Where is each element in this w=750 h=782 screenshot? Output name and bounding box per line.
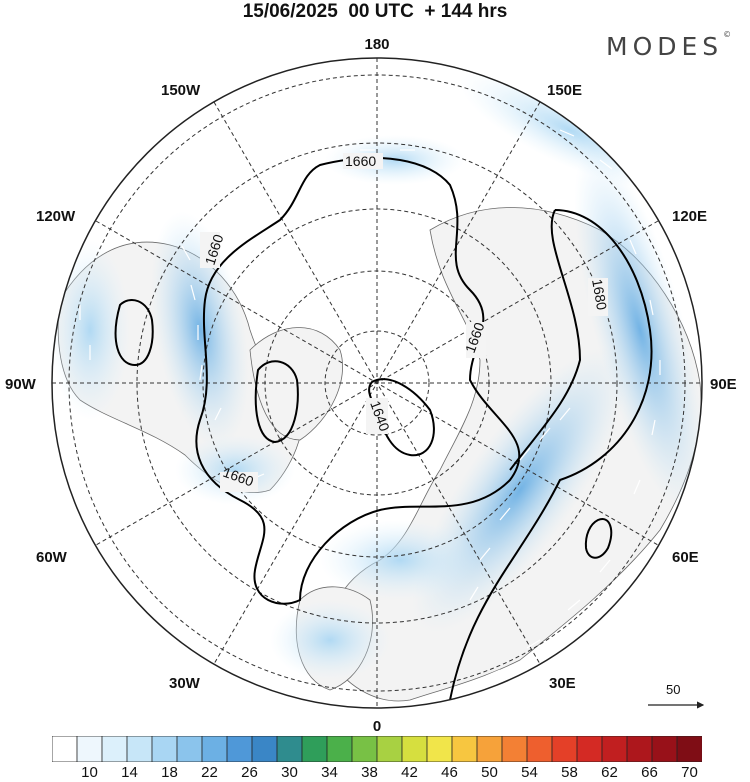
colorbar-swatch [676, 736, 702, 762]
lon-label-60e: 60E [672, 549, 699, 566]
colorbar-swatch [101, 736, 128, 762]
colorbar-swatch [426, 736, 453, 762]
colorbar-tick-label: 62 [601, 764, 618, 781]
map-border [51, 57, 703, 709]
lon-label-120w: 120W [36, 208, 76, 225]
colorbar-tick-label: 70 [681, 764, 698, 781]
colorbar-swatch [151, 736, 178, 762]
wind-speed-shading [52, 70, 702, 680]
lon-label-120e: 120E [672, 208, 707, 225]
lon-label-150w: 150W [161, 82, 201, 99]
colorbar-swatch [301, 736, 328, 762]
lon-label-0: 0 [373, 718, 381, 735]
colorbar-swatch [201, 736, 228, 762]
lon-label-180: 180 [364, 36, 389, 53]
colorbar-tick-label: 18 [161, 764, 178, 781]
brand-mark: © [723, 30, 732, 39]
lon-label-90w: 90W [5, 376, 37, 393]
lon-label-60w: 60W [36, 549, 68, 566]
colorbar-swatch [351, 736, 378, 762]
lon-label-30w: 30W [169, 675, 201, 692]
colorbar-tick-label: 38 [361, 764, 378, 781]
colorbar-swatch [376, 736, 403, 762]
brand-logo: MODES© [606, 30, 732, 61]
chart-title: 15/06/2025 00 UTC + 144 hrs [242, 1, 508, 22]
contour-label: 1680 [589, 278, 610, 312]
colorbar-swatch [551, 736, 578, 762]
colorbar-swatch [276, 736, 303, 762]
contour-label-group: 1660 1660 1660 1660 1640 1680 [200, 153, 610, 492]
lon-label-30e: 30E [549, 675, 576, 692]
brand-text: MODES [606, 32, 724, 61]
colorbar-swatch [52, 736, 78, 762]
lon-label-150e: 150E [547, 82, 582, 99]
reference-vector-label: 50 [666, 682, 681, 697]
map-disc [52, 58, 702, 708]
colorbar-tick-label: 66 [641, 764, 658, 781]
colorbar-swatch [176, 736, 203, 762]
colorbar-tick-label: 10 [81, 764, 98, 781]
colorbar-swatch [601, 736, 628, 762]
longitude-labels: 180 0 90W 90E 150W 150E 120W 120E 60W 60… [5, 36, 737, 735]
colorbar-swatch [576, 736, 603, 762]
colorbar-swatch [126, 736, 153, 762]
colorbar [52, 736, 702, 762]
colorbar-swatch [226, 736, 253, 762]
colorbar-swatch [451, 736, 478, 762]
colorbar-tick-label: 30 [281, 764, 298, 781]
colorbar-swatch [651, 736, 678, 762]
colorbar-swatch [251, 736, 278, 762]
colorbar-tick-label: 42 [401, 764, 418, 781]
colorbar-tick-label: 22 [201, 764, 218, 781]
colorbar-swatch [76, 736, 103, 762]
colorbar-swatch [626, 736, 653, 762]
lon-label-90e: 90E [710, 376, 737, 393]
colorbar-tick-label: 58 [561, 764, 578, 781]
colorbar-tick-label: 14 [121, 764, 138, 781]
colorbar-swatch [326, 736, 353, 762]
colorbar-tick-label: 54 [521, 764, 538, 781]
colorbar-swatch [501, 736, 528, 762]
colorbar-tick-label: 46 [441, 764, 458, 781]
colorbar-swatch [476, 736, 503, 762]
colorbar-tick-label: 26 [241, 764, 258, 781]
colorbar-swatch [526, 736, 553, 762]
graticule [52, 58, 702, 708]
colorbar-tick-label: 34 [321, 764, 338, 781]
contour-label: 1660 [345, 153, 376, 169]
colorbar-swatch [401, 736, 428, 762]
colorbar-tick-label: 50 [481, 764, 498, 781]
